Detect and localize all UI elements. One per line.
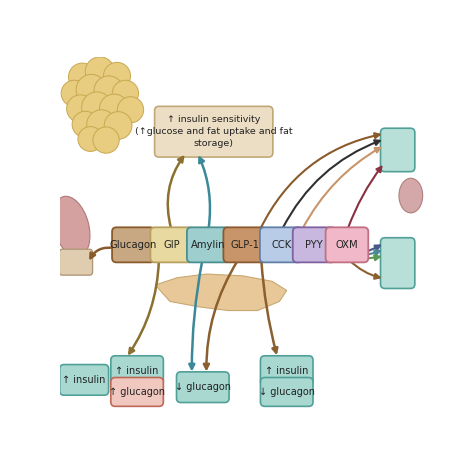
FancyBboxPatch shape: [223, 228, 266, 263]
FancyBboxPatch shape: [260, 228, 302, 263]
Circle shape: [72, 111, 99, 137]
FancyBboxPatch shape: [187, 228, 229, 263]
FancyBboxPatch shape: [60, 365, 109, 395]
FancyBboxPatch shape: [260, 356, 313, 386]
FancyBboxPatch shape: [293, 228, 336, 263]
FancyBboxPatch shape: [381, 238, 415, 289]
Circle shape: [118, 97, 144, 123]
Text: ↓ glucagon: ↓ glucagon: [259, 387, 315, 397]
FancyBboxPatch shape: [155, 106, 273, 157]
Circle shape: [61, 80, 87, 107]
Text: ↑ glucagon: ↑ glucagon: [109, 387, 165, 397]
Polygon shape: [155, 274, 287, 310]
Circle shape: [104, 111, 132, 139]
Circle shape: [93, 127, 119, 153]
Ellipse shape: [399, 178, 423, 213]
Text: ↑ insulin: ↑ insulin: [115, 366, 159, 376]
Text: CCK: CCK: [271, 240, 292, 250]
FancyBboxPatch shape: [111, 377, 164, 406]
Circle shape: [82, 92, 112, 123]
FancyBboxPatch shape: [176, 372, 229, 402]
FancyBboxPatch shape: [260, 377, 313, 406]
FancyBboxPatch shape: [59, 249, 92, 275]
Circle shape: [100, 94, 128, 123]
FancyBboxPatch shape: [326, 228, 368, 263]
Circle shape: [87, 110, 116, 139]
Circle shape: [112, 80, 138, 107]
Text: GIP: GIP: [164, 240, 180, 250]
Text: ↑ insulin sensitivity
(↑glucose and fat uptake and fat
storage): ↑ insulin sensitivity (↑glucose and fat …: [135, 115, 292, 148]
FancyBboxPatch shape: [381, 128, 415, 172]
Circle shape: [76, 74, 107, 105]
Text: ↓ glucagon: ↓ glucagon: [175, 382, 231, 392]
Ellipse shape: [53, 196, 90, 257]
Circle shape: [94, 76, 123, 105]
FancyBboxPatch shape: [111, 356, 164, 386]
Text: Amylin: Amylin: [191, 240, 226, 250]
Text: PYY: PYY: [305, 240, 323, 250]
Circle shape: [67, 95, 94, 123]
Circle shape: [85, 57, 114, 86]
Text: OXM: OXM: [336, 240, 358, 250]
Text: Glucagon: Glucagon: [110, 240, 157, 250]
FancyBboxPatch shape: [112, 228, 155, 263]
Text: ↑ insulin: ↑ insulin: [63, 375, 106, 385]
Circle shape: [103, 63, 130, 90]
Circle shape: [78, 127, 103, 151]
Circle shape: [68, 63, 96, 91]
Text: GLP-1: GLP-1: [230, 240, 259, 250]
FancyBboxPatch shape: [150, 228, 193, 263]
Text: ↑ insulin: ↑ insulin: [265, 366, 309, 376]
